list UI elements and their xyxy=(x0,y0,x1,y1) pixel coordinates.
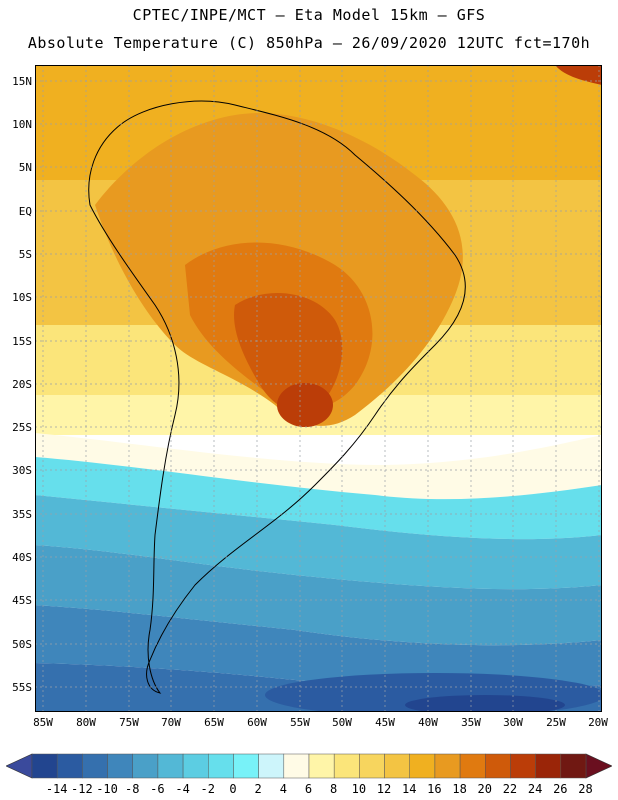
lat-label: 25S xyxy=(12,421,32,434)
lat-label: 45S xyxy=(12,594,32,607)
colorbar-cell xyxy=(434,753,461,779)
colorbar-label: 12 xyxy=(376,782,392,796)
lat-label: 30S xyxy=(12,464,32,477)
colorbar-cell xyxy=(132,753,159,779)
lon-label: 80W xyxy=(76,716,96,729)
colorbar-label: -14 xyxy=(45,782,68,796)
colorbar-label: 14 xyxy=(401,782,417,796)
temp-band xyxy=(555,65,602,85)
continent-outline xyxy=(88,100,466,694)
colorbar-label: 0 xyxy=(229,782,237,796)
colorbar-cell xyxy=(82,753,108,779)
colorbar-cell xyxy=(283,753,310,779)
colorbar-label: 16 xyxy=(427,782,442,796)
colorbar xyxy=(6,753,612,779)
map-subtitle: Absolute Temperature (C) 850hPa – 26/09/… xyxy=(27,34,591,52)
temp-band xyxy=(35,457,602,540)
colorbar-label: 22 xyxy=(502,782,518,796)
temp-band xyxy=(405,695,565,712)
colorbar-cell xyxy=(107,753,133,779)
colorbar-label: -8 xyxy=(124,782,140,796)
colorbar-cell xyxy=(510,753,536,779)
colorbar-cell xyxy=(182,753,209,779)
colorbar-label: 4 xyxy=(279,782,287,796)
colorbar-label: 2 xyxy=(254,782,262,796)
colorbar-label: 18 xyxy=(452,782,467,796)
colorbar-label: 20 xyxy=(477,782,492,796)
colorbar-cell xyxy=(485,753,511,779)
temp-band xyxy=(35,495,602,590)
colorbar-cell xyxy=(459,753,486,779)
lat-label: 55S xyxy=(12,681,32,694)
temp-band xyxy=(35,605,602,689)
lon-label: 35W xyxy=(461,716,481,729)
colorbar-cell xyxy=(56,753,83,779)
temp-band xyxy=(35,545,602,646)
lon-label: 30W xyxy=(503,716,523,729)
colorbar-label: 10 xyxy=(351,782,367,796)
lon-label: 50W xyxy=(332,716,352,729)
colorbar-cell xyxy=(359,753,385,779)
lat-label: 15S xyxy=(12,335,32,348)
lat-label: 10S xyxy=(12,291,32,304)
lon-label: 45W xyxy=(375,716,395,729)
colorbar-cell xyxy=(535,753,562,779)
lat-label: 5N xyxy=(18,161,32,174)
lon-label: 60W xyxy=(247,716,267,729)
lon-label: 55W xyxy=(290,716,310,729)
lat-label: 20S xyxy=(12,378,32,391)
colorbar-label: 28 xyxy=(578,782,593,796)
colorbar-label: -2 xyxy=(200,782,215,796)
lat-label: EQ xyxy=(18,205,32,218)
colorbar-max-arrow xyxy=(585,753,612,779)
colorbar-cell xyxy=(208,753,234,779)
colorbar-label: -4 xyxy=(175,782,190,796)
lat-label: 10N xyxy=(12,118,32,131)
colorbar-label: 26 xyxy=(553,782,568,796)
lon-label: 70W xyxy=(161,716,181,729)
lon-label: 85W xyxy=(33,716,53,729)
lon-label: 75W xyxy=(119,716,139,729)
lat-label: 35S xyxy=(12,508,32,521)
colorbar-cell xyxy=(233,753,259,779)
colorbar-label: -12 xyxy=(71,782,93,796)
colorbar-cell xyxy=(333,753,360,779)
map-title: CPTEC/INPE/MCT – Eta Model 15km – GFS xyxy=(132,6,486,24)
lon-label: 25W xyxy=(546,716,566,729)
colorbar-min-arrow xyxy=(6,753,33,779)
colorbar-label: 8 xyxy=(330,782,338,796)
lat-label: 15N xyxy=(12,75,32,88)
lat-label: 40S xyxy=(12,551,32,564)
colorbar-cell xyxy=(157,753,184,779)
map-frame xyxy=(35,65,602,712)
temp-band xyxy=(35,433,602,500)
lat-label: 5S xyxy=(18,248,32,261)
colorbar-label: 6 xyxy=(304,782,313,796)
colorbar-label: -10 xyxy=(96,782,118,796)
lon-label: 20W xyxy=(588,716,608,729)
lon-label: 40W xyxy=(418,716,438,729)
colorbar-cell xyxy=(384,753,410,779)
lon-label: 65W xyxy=(204,716,224,729)
colorbar-cell xyxy=(409,753,436,779)
temp-band xyxy=(277,383,333,427)
lat-label: 50S xyxy=(12,638,32,651)
temperature-map xyxy=(35,65,602,712)
colorbar-cell xyxy=(31,753,58,779)
colorbar-cell xyxy=(560,753,587,779)
colorbar-label: 24 xyxy=(527,782,543,796)
colorbar-cell xyxy=(258,753,285,779)
colorbar-cell xyxy=(308,753,335,779)
colorbar-label: -6 xyxy=(150,782,165,796)
temp-band xyxy=(234,293,343,413)
